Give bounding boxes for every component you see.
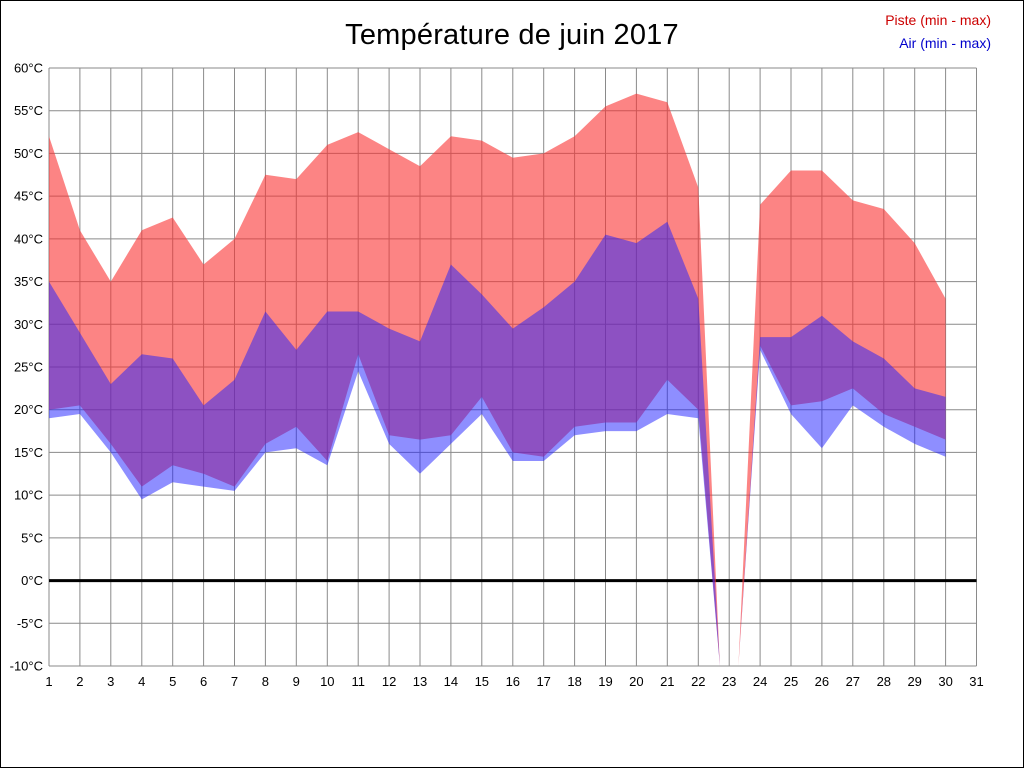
y-tick-label: 25°C — [14, 360, 43, 375]
x-tick-label: 9 — [293, 674, 300, 689]
x-tick-label: 6 — [200, 674, 207, 689]
x-tick-label: 14 — [444, 674, 458, 689]
x-tick-label: 15 — [475, 674, 489, 689]
y-tick-label: 40°C — [14, 231, 43, 246]
y-tick-label: -5°C — [17, 616, 43, 631]
x-tick-label: 7 — [231, 674, 238, 689]
x-tick-label: 31 — [969, 674, 983, 689]
x-tick-label: 16 — [506, 674, 520, 689]
x-tick-label: 5 — [169, 674, 176, 689]
y-tick-label: 20°C — [14, 402, 43, 417]
legend-air-label: Air (min - max) — [899, 35, 991, 51]
y-tick-label: -10°C — [10, 659, 43, 674]
y-tick-label: 55°C — [14, 103, 43, 118]
x-tick-label: 19 — [598, 674, 612, 689]
x-tick-label: 11 — [351, 674, 365, 689]
x-tick-label: 3 — [107, 674, 114, 689]
x-tick-label: 22 — [691, 674, 705, 689]
x-tick-label: 26 — [815, 674, 829, 689]
x-tick-label: 21 — [660, 674, 674, 689]
legend-piste-label: Piste (min - max) — [885, 12, 991, 28]
x-tick-label: 23 — [722, 674, 736, 689]
x-tick-label: 1 — [45, 674, 52, 689]
chart-title: Température de juin 2017 — [345, 19, 679, 51]
y-tick-label: 15°C — [14, 445, 43, 460]
x-tick-label: 4 — [138, 674, 145, 689]
x-tick-label: 25 — [784, 674, 798, 689]
x-tick-label: 20 — [629, 674, 643, 689]
y-tick-label: 10°C — [14, 488, 43, 503]
y-tick-label: 30°C — [14, 317, 43, 332]
x-tick-label: 18 — [567, 674, 581, 689]
x-tick-label: 24 — [753, 674, 767, 689]
legend: Piste (min - max) Air (min - max) — [885, 9, 991, 55]
x-tick-label: 12 — [382, 674, 396, 689]
y-tick-label: 35°C — [14, 274, 43, 289]
y-tick-label: 60°C — [14, 61, 43, 76]
air-band — [49, 221, 946, 667]
x-tick-label: 27 — [846, 674, 860, 689]
x-tick-label: 29 — [907, 674, 921, 689]
x-tick-label: 8 — [262, 674, 269, 689]
x-tick-label: 17 — [536, 674, 550, 689]
x-tick-label: 28 — [877, 674, 891, 689]
x-tick-label: 13 — [413, 674, 427, 689]
y-tick-label: 5°C — [21, 530, 43, 545]
y-tick-label: 0°C — [21, 573, 43, 588]
x-tick-label: 2 — [76, 674, 83, 689]
y-tick-label: 45°C — [14, 189, 43, 204]
y-tick-label: 50°C — [14, 146, 43, 161]
x-tick-label: 10 — [320, 674, 334, 689]
x-tick-label: 30 — [938, 674, 952, 689]
